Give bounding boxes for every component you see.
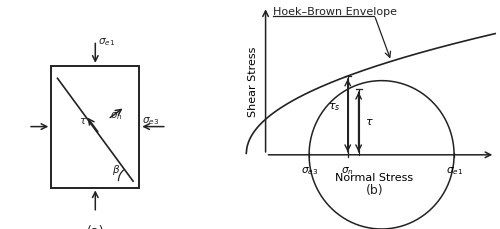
Text: $\sigma_n$: $\sigma_n$ [342, 165, 354, 177]
Text: $\tau_s$: $\tau_s$ [328, 101, 340, 112]
Text: (b): (b) [366, 183, 383, 196]
Text: $\sigma_{e3}$: $\sigma_{e3}$ [300, 165, 318, 177]
Text: $\sigma_{e3}$: $\sigma_{e3}$ [142, 115, 159, 127]
Text: $\tau$: $\tau$ [366, 117, 374, 127]
Text: $\sigma_{e1}$: $\sigma_{e1}$ [446, 165, 462, 177]
Text: $\sigma_n$: $\sigma_n$ [110, 110, 122, 121]
Text: Hoek–Brown Envelope: Hoek–Brown Envelope [273, 7, 397, 17]
Text: $\tau$: $\tau$ [78, 116, 87, 126]
Text: $\beta$: $\beta$ [112, 162, 120, 176]
Text: $\sigma_{e1}$: $\sigma_{e1}$ [98, 36, 115, 48]
Text: Shear Stress: Shear Stress [248, 46, 258, 116]
Text: Normal Stress: Normal Stress [336, 172, 413, 182]
Bar [51, 66, 140, 188]
Text: (a): (a) [86, 224, 104, 229]
